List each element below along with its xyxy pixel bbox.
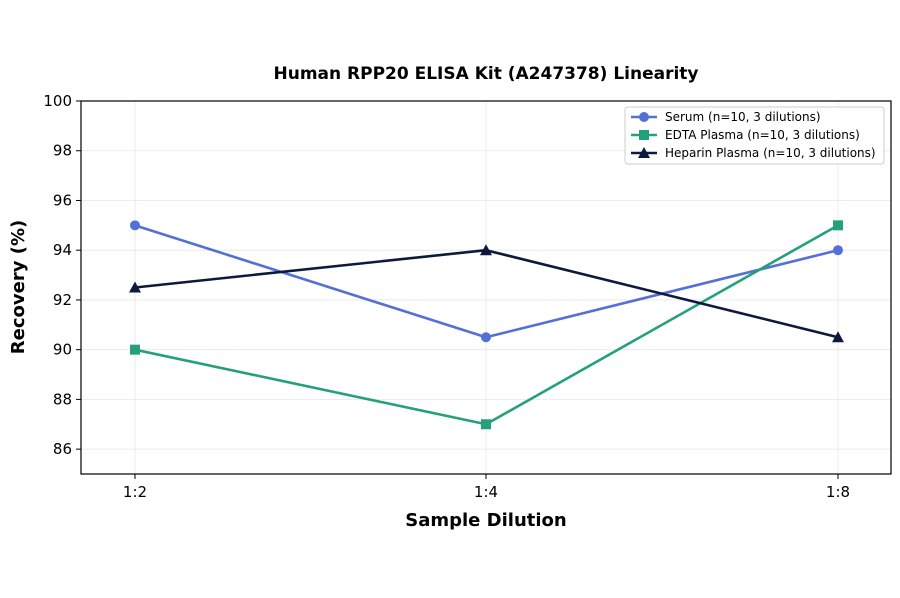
x-tick-label: 1:8 — [826, 483, 850, 501]
legend-box — [624, 106, 885, 165]
series-1 — [130, 220, 843, 343]
legend-swatch-marker — [639, 112, 649, 122]
y-tick-label: 92 — [53, 291, 72, 309]
data-point — [129, 281, 141, 293]
x-tick-label: 1:2 — [123, 483, 147, 501]
legend-label: Heparin Plasma (n=10, 3 dilutions) — [665, 146, 876, 160]
y-tick-label: 100 — [43, 92, 72, 110]
data-point — [832, 331, 844, 343]
y-tick-label: 86 — [53, 440, 72, 458]
y-tick-label: 96 — [53, 191, 72, 209]
x-axis-label: Sample Dilution — [405, 510, 566, 531]
data-point — [480, 244, 492, 256]
series-2 — [130, 220, 843, 430]
data-point — [130, 344, 140, 355]
axis-ticks: 86 88 90 92 94 96 98 100 1:2 1:4 1:8 — [43, 92, 850, 501]
data-point — [481, 419, 491, 430]
legend-item: Serum (n=10, 3 dilutions) — [631, 110, 821, 124]
y-tick-label: 88 — [53, 390, 72, 408]
y-axis-label: Recovery (%) — [8, 220, 29, 354]
y-tick-label: 90 — [53, 341, 72, 359]
data-point — [833, 220, 843, 231]
data-point — [130, 220, 140, 231]
legend-swatch-marker — [639, 130, 649, 140]
series-lines — [129, 220, 844, 430]
legend-label: Serum (n=10, 3 dilutions) — [665, 110, 821, 124]
x-tick-label: 1:4 — [474, 483, 498, 501]
legend: Serum (n=10, 3 dilutions) EDTA Plasma (n=… — [624, 106, 885, 165]
legend-swatch-marker — [638, 147, 650, 158]
series-3 — [129, 244, 844, 343]
data-point — [481, 332, 491, 343]
legend-label: EDTA Plasma (n=10, 3 dilutions) — [665, 128, 860, 142]
y-tick-label: 98 — [53, 142, 72, 160]
legend-item: EDTA Plasma (n=10, 3 dilutions) — [631, 128, 860, 142]
legend-item: Heparin Plasma (n=10, 3 dilutions) — [631, 146, 876, 160]
y-tick-label: 94 — [53, 241, 72, 259]
chart-title: Human RPP20 ELISA Kit (A247378) Linearit… — [273, 64, 698, 84]
data-point — [833, 245, 843, 256]
